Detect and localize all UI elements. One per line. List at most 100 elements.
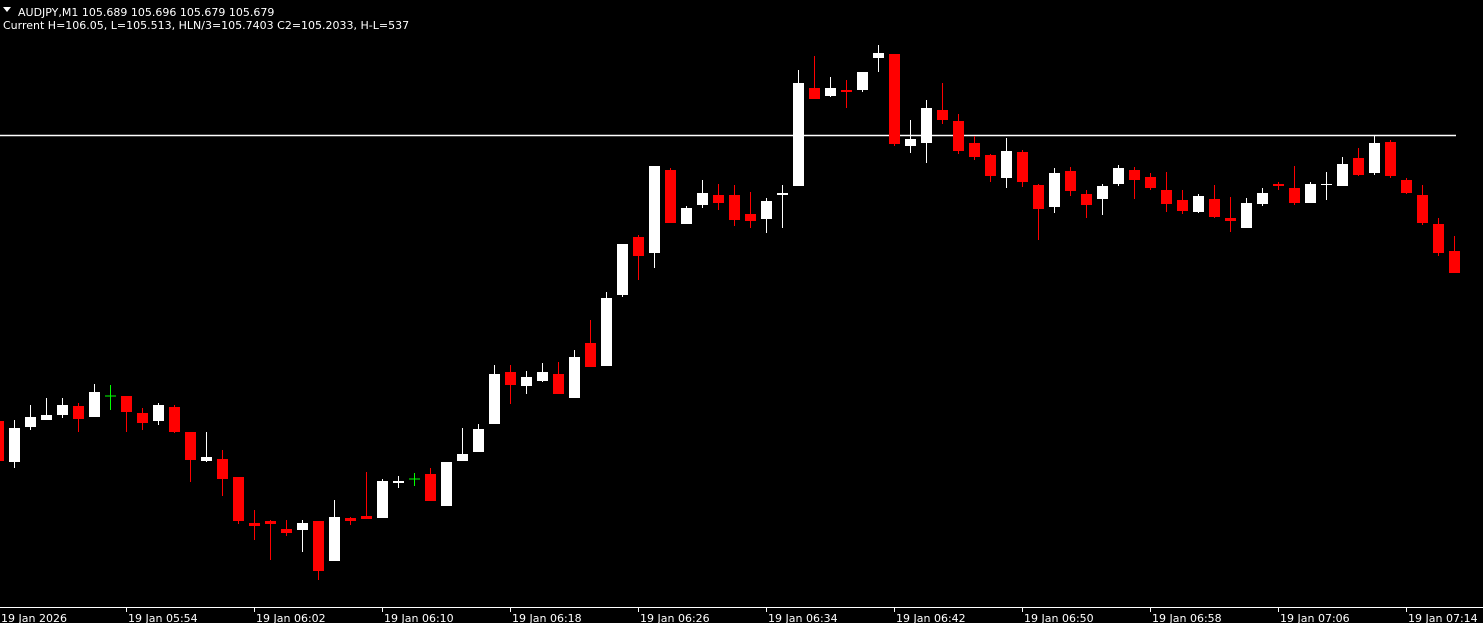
candle-body [1385,142,1396,176]
candle-body [873,53,884,58]
candle-body [601,298,612,366]
candle-body [681,208,692,224]
x-tick-label: 19 Jan 06:34 [768,612,838,623]
candle-body [1081,194,1092,205]
candle-body [1305,184,1316,203]
candle-body [1193,196,1204,212]
candle-body [521,377,532,386]
candle-body [1033,185,1044,209]
candle-body [441,462,452,506]
candle-body [985,155,996,176]
candle-body [153,405,164,421]
candle-body [297,523,308,530]
candle-body [1369,143,1380,173]
candle-body [393,481,404,483]
candle-body [201,457,212,461]
candle-body [857,72,868,90]
candle-body [921,108,932,143]
candle-body [425,474,436,501]
x-tick-label: 19 Jan 05:54 [128,612,198,623]
x-tick-label: 19 Jan 07:14 [1408,612,1478,623]
x-tick-label: 19 Jan 06:26 [640,612,710,623]
candle-body [937,110,948,120]
candle-body [617,244,628,295]
candle-body [841,90,852,92]
candle-body [473,429,484,452]
candle-body [137,413,148,423]
menu-triangle[interactable] [3,7,11,12]
candle-body [505,372,516,385]
candle-body [1273,184,1284,186]
candle-body [1225,218,1236,221]
candle-body [729,195,740,220]
candle-body [1321,184,1332,185]
candle-body [969,143,980,157]
candle-body [489,374,500,424]
x-tick-label: 19 Jan 07:06 [1280,612,1350,623]
chart-subtitle: Current H=106.05, L=105.513, HLN/3=105.7… [3,19,409,32]
x-tick-label: 19 Jan 06:10 [384,612,454,623]
candle-body [457,454,468,461]
candle-body [345,518,356,521]
candle-body [1241,203,1252,228]
candle-body [537,372,548,381]
candle-body [9,428,20,462]
candle-body [1337,164,1348,186]
candle-body [1257,193,1268,204]
candle-body [1145,177,1156,188]
candle-body [713,195,724,203]
candle-body [953,121,964,151]
candle-body [185,432,196,460]
candle-body [89,392,100,417]
candle-body [1129,170,1140,180]
candle-body [1401,180,1412,193]
x-tick-label: 19 Jan 06:58 [1152,612,1222,623]
candle-body [585,343,596,367]
x-tick-label: 19 Jan 06:42 [896,612,966,623]
candle-body [1001,151,1012,178]
candle-body [1017,152,1028,182]
candle-body [777,193,788,195]
candle-body [377,481,388,518]
candle-body [1097,186,1108,199]
candle-body [1065,171,1076,191]
candle-body [825,88,836,96]
candle-body [217,459,228,479]
candle-body [1433,224,1444,253]
candle-body [233,477,244,521]
candle-body [1049,173,1060,207]
candle-body [697,193,708,205]
candle-body [569,357,580,398]
candle-body [265,521,276,524]
candle-body [793,83,804,186]
candle-body [57,405,68,415]
candle-body [0,421,4,461]
candle-body [329,517,340,561]
candle-body [1161,190,1172,204]
candle-body [1113,168,1124,184]
chart-title: AUDJPY,M1 105.689 105.696 105.679 105.67… [18,6,274,19]
candle-body [665,170,676,223]
candle-body [633,237,644,256]
candle-body [905,139,916,146]
candle-body [889,54,900,144]
candle-body [761,201,772,219]
x-tick-label: 19 Jan 06:18 [512,612,582,623]
x-tick-label: 19 Jan 2026 [1,612,67,623]
candle-body [25,417,36,427]
candle-body [649,166,660,253]
candle-body [249,523,260,526]
candle-body [1449,251,1460,273]
candle-body [809,88,820,99]
candle-body [745,214,756,221]
candle-body [121,396,132,412]
candle-body [169,407,180,432]
candle-body [1289,188,1300,203]
candle-body [281,529,292,533]
candle-body [41,415,52,420]
candle-body [1209,199,1220,217]
candle-body [73,406,84,419]
x-tick-label: 19 Jan 06:50 [1024,612,1094,623]
candle-body [361,516,372,519]
